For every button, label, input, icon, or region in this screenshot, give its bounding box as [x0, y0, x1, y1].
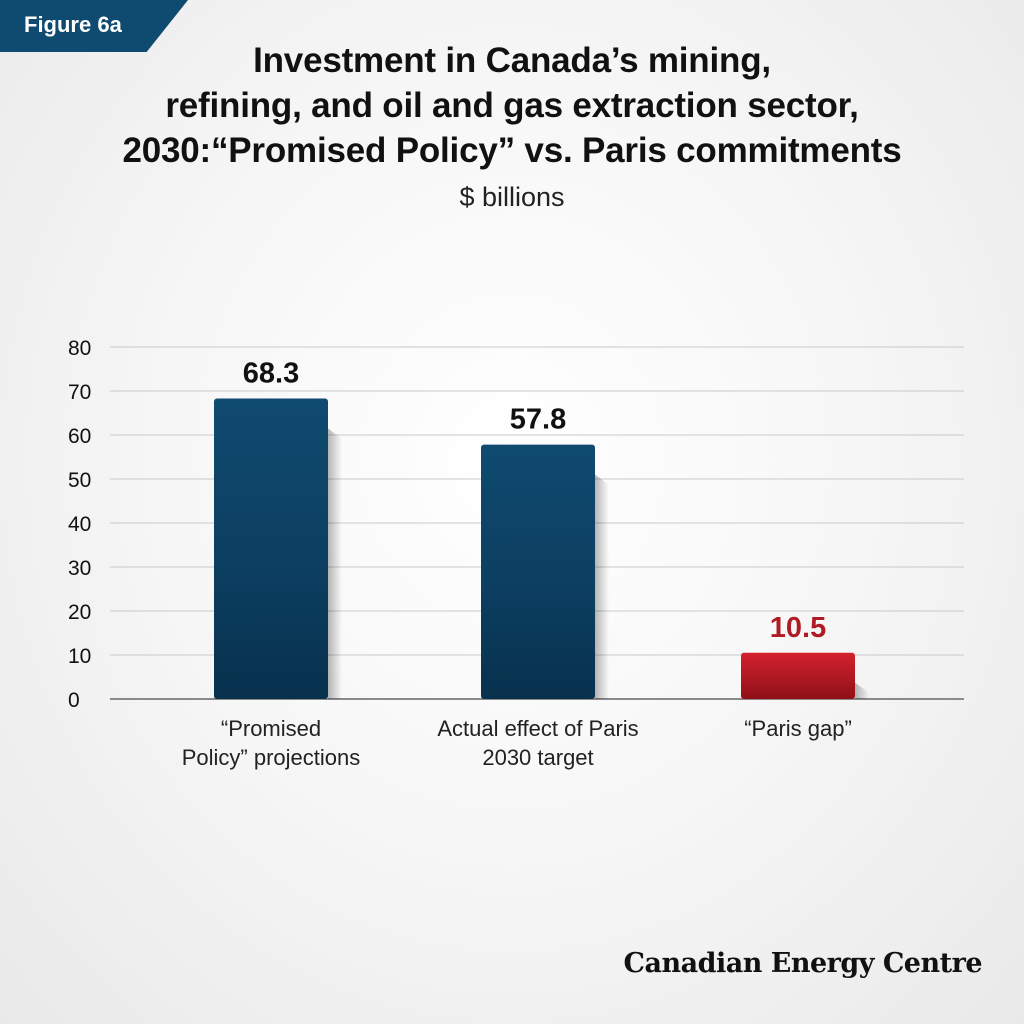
figure-tag-label: Figure 6a	[24, 12, 122, 37]
x-category-label-2-line-2: 2030 target	[482, 745, 593, 770]
chart-title-line-2: refining, and oil and gas extraction sec…	[165, 86, 859, 125]
x-category-label-2-line-1: Actual effect of Paris	[437, 716, 638, 741]
bar-shadow-2	[595, 474, 609, 699]
x-category-label-1-line-2: Policy” projections	[182, 745, 361, 770]
y-tick-label-30: 30	[68, 557, 91, 580]
bar-1	[214, 398, 328, 699]
y-tick-label-60: 60	[68, 425, 91, 448]
x-category-label-3: “Paris gap”	[744, 716, 852, 741]
y-tick-label-0: 0	[68, 689, 80, 712]
chart-title-line-3: 2030:“Promised Policy” vs. Paris commitm…	[122, 131, 902, 170]
x-category-label-1: “Promised Policy” projections	[182, 716, 361, 770]
bar-shadow-1	[328, 428, 342, 699]
y-tick-label-20: 20	[68, 601, 91, 624]
y-tick-label-10: 10	[68, 645, 91, 668]
x-category-label-2: Actual effect of Paris 2030 target	[437, 716, 638, 770]
y-tick-label-70: 70	[68, 381, 91, 404]
data-label-1: 68.3	[243, 357, 299, 389]
brand-logo-text: Canadian Energy Centre	[623, 948, 982, 979]
figure-tag: Figure 6a	[0, 0, 188, 52]
bar-2	[481, 444, 595, 699]
bar-3	[741, 652, 855, 699]
data-label-2: 57.8	[510, 404, 566, 436]
bar-shadow-3	[855, 682, 869, 699]
chart-title-line-1: Investment in Canada’s mining,	[253, 41, 771, 80]
data-label-3: 10.5	[770, 612, 826, 644]
y-tick-label-50: 50	[68, 469, 91, 492]
y-tick-label-40: 40	[68, 513, 91, 536]
chart-title: Investment in Canada’s mining, refining,…	[40, 38, 984, 173]
x-category-label-1-line-1: “Promised	[221, 716, 321, 741]
chart-subtitle: $ billions	[459, 182, 565, 212]
x-category-label-3-line-1: “Paris gap”	[744, 716, 852, 741]
y-tick-label-80: 80	[68, 337, 91, 360]
